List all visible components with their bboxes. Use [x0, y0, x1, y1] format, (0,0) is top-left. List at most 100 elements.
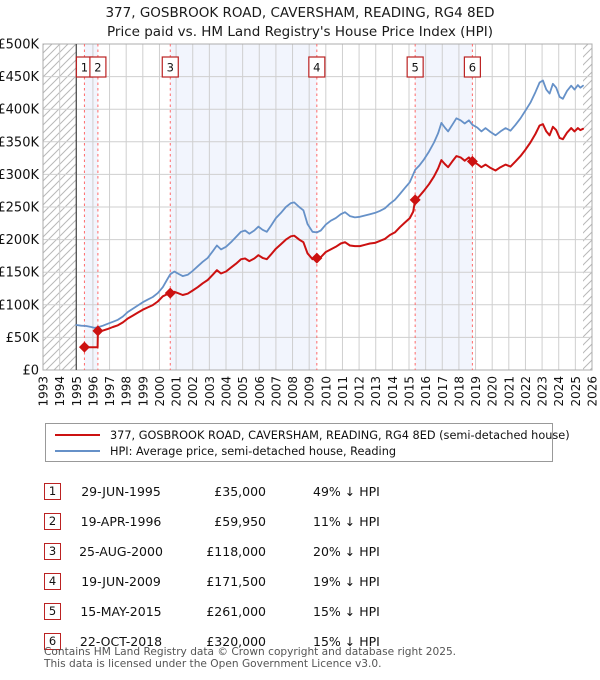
x-tick-label: 2007 [269, 376, 283, 407]
x-tick-label: 2012 [353, 376, 367, 407]
sale-row: 4 19-JUN-2009 £171,500 19% ↓ HPI [0, 566, 600, 596]
sale-number-box [463, 56, 481, 78]
chart-legend: 377, GOSBROOK ROAD, CAVERSHAM, READING, … [45, 423, 570, 462]
sale-date: 19-JUN-2009 [81, 573, 161, 589]
y-tick-label: £100K [0, 298, 39, 313]
plot-border [42, 43, 593, 371]
x-tick-label: 1998 [120, 376, 134, 407]
x-tick-label: 2010 [319, 376, 333, 407]
sale-price: £35,000 [214, 483, 266, 499]
sale-marker-diamond [92, 325, 104, 337]
footer-line-2: This data is licensed under the Open Gov… [44, 657, 382, 670]
sale-number-label: 2 [94, 61, 101, 75]
x-tick-label: 2014 [386, 376, 400, 407]
y-tick-label: £200K [0, 233, 39, 248]
sale-marker-diamond [78, 341, 90, 353]
sale-number-badge: 4 [44, 572, 61, 590]
sale-date: 25-AUG-2000 [79, 543, 163, 559]
sale-hpi-diff: 20% ↓ HPI [313, 543, 380, 559]
x-tick-label: 2018 [452, 376, 466, 407]
sale-number-label: 6 [469, 61, 476, 75]
y-tick-label: £50K [6, 331, 40, 346]
x-tick-label: 1996 [86, 376, 100, 407]
x-tick-label: 2009 [303, 376, 317, 407]
sale-marker-diamond [164, 287, 176, 299]
x-tick-label: 2003 [203, 376, 217, 407]
sale-date: 19-APR-1996 [80, 513, 162, 529]
x-tick-label: 2008 [286, 376, 300, 407]
x-tick-label: 2013 [369, 376, 383, 407]
sale-marker-diamond [409, 194, 421, 206]
x-tick-label: 2001 [170, 376, 184, 407]
legend-label: 377, GOSBROOK ROAD, CAVERSHAM, READING, … [110, 428, 570, 442]
page-title: 377, GOSBROOK ROAD, CAVERSHAM, READING, … [105, 5, 495, 21]
sale-number-badge: 2 [44, 512, 61, 530]
price-paid-line [83, 123, 584, 349]
y-tick-label: £450K [0, 70, 39, 85]
legend-item-price: 377, GOSBROOK ROAD, CAVERSHAM, READING, … [46, 427, 570, 443]
x-tick-label: 2002 [186, 376, 200, 407]
page-subtitle: Price paid vs. HM Land Registry's House … [107, 24, 493, 40]
sale-number-box [161, 56, 179, 78]
x-tick-label: 2006 [253, 376, 267, 407]
x-tick-label: 2005 [236, 376, 250, 407]
sale-hpi-diff: 11% ↓ HPI [313, 513, 380, 529]
x-tick-label: 1994 [53, 376, 67, 407]
y-tick-label: £500K [0, 38, 39, 53]
hpi-line [75, 79, 584, 329]
sale-number-badge: 5 [44, 602, 61, 620]
sale-hpi-diff: 49% ↓ HPI [313, 483, 380, 499]
footer: Contains HM Land Registry data © Crown c… [44, 646, 457, 670]
sale-number-label: 4 [313, 61, 320, 75]
x-tick-label: 2011 [336, 376, 350, 407]
sale-price: £171,500 [206, 573, 266, 589]
y-tick-label: £400K [0, 103, 39, 118]
x-tick-label: 2016 [419, 376, 433, 407]
sale-price: £261,000 [206, 603, 266, 619]
x-tick-label: 2017 [436, 376, 450, 407]
x-tick-label: 1995 [70, 376, 84, 407]
sales-table: 1 29-JUN-1995 £35,000 49% ↓ HPI 2 19-APR-1996… [0, 476, 600, 656]
footer-line-1: Contains HM Land Registry data © Crown c… [44, 646, 457, 658]
sale-hpi-diff: 15% ↓ HPI [313, 603, 380, 619]
x-tick-label: 2021 [502, 376, 516, 407]
price-chart: 1 2 3 4 5 6 £0 £50K £100K £150K £200K £250K £300K £35… [0, 38, 600, 407]
x-tick-label: 2019 [469, 376, 483, 407]
hpi-line-swatch [55, 450, 100, 452]
price-line-swatch [55, 434, 100, 436]
sale-number-box [308, 56, 326, 78]
legend-label: HPI: Average price, semi-detached house,… [110, 444, 397, 458]
sale-row: 5 15-MAY-2015 £261,000 15% ↓ HPI [0, 596, 600, 626]
x-tick-label: 2022 [519, 376, 533, 407]
sale-number-label: 3 [167, 61, 174, 75]
x-tick-label: 2004 [220, 376, 234, 407]
sale-number-badge: 6 [44, 632, 61, 650]
sale-row: 1 29-JUN-1995 £35,000 49% ↓ HPI [0, 476, 600, 506]
sale-number-label: 5 [411, 61, 418, 75]
y-tick-label: £150K [0, 266, 39, 281]
x-tick-label: 1997 [103, 376, 117, 407]
sale-date: 15-MAY-2015 [80, 603, 162, 619]
sale-marker-diamond [466, 155, 478, 167]
sale-price: £59,950 [214, 513, 266, 529]
y-tick-label: £0 [22, 364, 39, 379]
sale-number-box [89, 56, 107, 78]
x-tick-label: 2020 [486, 376, 500, 407]
x-tick-label: 2023 [536, 376, 550, 407]
x-tick-label: 2025 [569, 376, 583, 407]
sale-price: £118,000 [206, 543, 266, 559]
x-tick-label: 2000 [153, 376, 167, 407]
sale-number-badge: 3 [44, 542, 61, 560]
sale-date: 22-OCT-2018 [79, 633, 163, 649]
y-tick-label: £250K [0, 201, 39, 216]
sale-row: 2 19-APR-1996 £59,950 11% ↓ HPI [0, 506, 600, 536]
legend-item-hpi: HPI: Average price, semi-detached house,… [46, 443, 552, 459]
y-tick-label: £300K [0, 168, 39, 183]
x-tick-label: 1993 [37, 376, 51, 407]
sale-marker-diamond [311, 252, 323, 264]
sale-price: £320,000 [206, 633, 266, 649]
sale-number-box [406, 56, 424, 78]
sale-hpi-diff: 19% ↓ HPI [313, 573, 380, 589]
y-tick-label: £350K [0, 135, 39, 150]
